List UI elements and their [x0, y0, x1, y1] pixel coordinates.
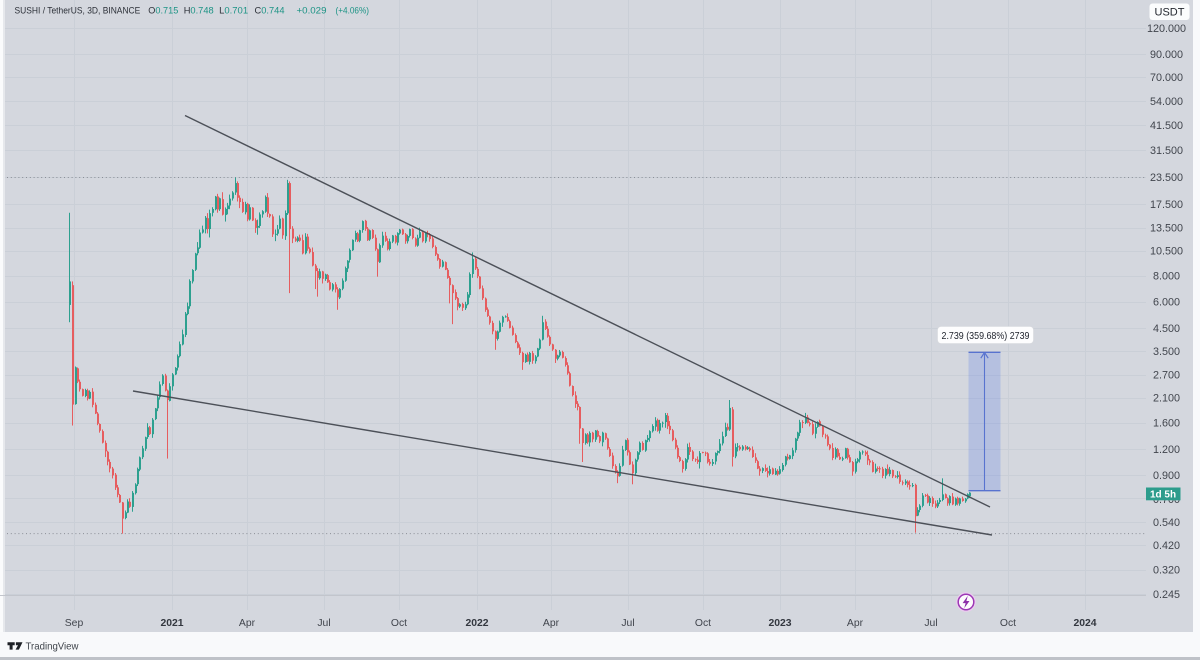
- svg-text:Apr: Apr: [847, 618, 864, 629]
- svg-text:31.500: 31.500: [1150, 145, 1183, 157]
- svg-text:2023: 2023: [768, 618, 791, 629]
- svg-text:(+4.06%): (+4.06%): [336, 5, 370, 16]
- svg-text:O0.715: O0.715: [148, 5, 178, 16]
- svg-text:2021: 2021: [160, 618, 183, 629]
- svg-text:Oct: Oct: [1000, 618, 1016, 629]
- svg-text:17.500: 17.500: [1150, 199, 1183, 211]
- svg-text:L0.701: L0.701: [219, 5, 248, 16]
- svg-text:Jul: Jul: [317, 618, 330, 629]
- svg-text:C0.744: C0.744: [255, 5, 285, 16]
- svg-text:TradingView: TradingView: [26, 641, 79, 652]
- svg-text:2.700: 2.700: [1153, 370, 1180, 382]
- svg-text:USDT: USDT: [1155, 7, 1185, 19]
- svg-text:0.900: 0.900: [1153, 470, 1180, 482]
- svg-text:H0.748: H0.748: [184, 5, 214, 16]
- svg-text:+0.029: +0.029: [297, 5, 327, 16]
- svg-text:Apr: Apr: [239, 618, 256, 629]
- svg-text:SUSHI / TetherUS, 3D, BINANCE: SUSHI / TetherUS, 3D, BINANCE: [15, 5, 141, 16]
- svg-text:120.000: 120.000: [1147, 23, 1186, 35]
- svg-text:Jul: Jul: [924, 618, 937, 629]
- svg-text:6.000: 6.000: [1153, 297, 1180, 309]
- svg-text:2022: 2022: [465, 618, 488, 629]
- svg-text:23.500: 23.500: [1150, 172, 1183, 184]
- svg-text:Oct: Oct: [695, 618, 711, 629]
- svg-text:0.540: 0.540: [1153, 517, 1180, 529]
- svg-text:90.000: 90.000: [1150, 49, 1183, 61]
- svg-text:1d 5h: 1d 5h: [1150, 490, 1176, 501]
- svg-text:3.500: 3.500: [1153, 346, 1180, 358]
- svg-text:54.000: 54.000: [1150, 96, 1183, 108]
- svg-text:2.100: 2.100: [1153, 393, 1180, 405]
- svg-text:2.739 (359.68%) 2739: 2.739 (359.68%) 2739: [942, 330, 1030, 342]
- svg-text:4.500: 4.500: [1153, 323, 1180, 335]
- svg-text:Apr: Apr: [543, 618, 560, 629]
- svg-text:1.600: 1.600: [1153, 418, 1180, 430]
- svg-text:Sep: Sep: [65, 618, 84, 629]
- svg-text:1.200: 1.200: [1153, 444, 1180, 456]
- svg-text:10.500: 10.500: [1150, 246, 1183, 258]
- svg-text:0.245: 0.245: [1153, 589, 1180, 601]
- svg-text:Jul: Jul: [621, 618, 634, 629]
- svg-text:0.320: 0.320: [1153, 565, 1180, 577]
- svg-text:70.000: 70.000: [1150, 72, 1183, 84]
- svg-text:0.420: 0.420: [1153, 540, 1180, 552]
- svg-text:13.500: 13.500: [1150, 223, 1183, 235]
- svg-text:41.500: 41.500: [1150, 120, 1183, 132]
- svg-text:Oct: Oct: [391, 618, 407, 629]
- svg-text:8.000: 8.000: [1153, 270, 1180, 282]
- svg-text:2024: 2024: [1073, 618, 1096, 629]
